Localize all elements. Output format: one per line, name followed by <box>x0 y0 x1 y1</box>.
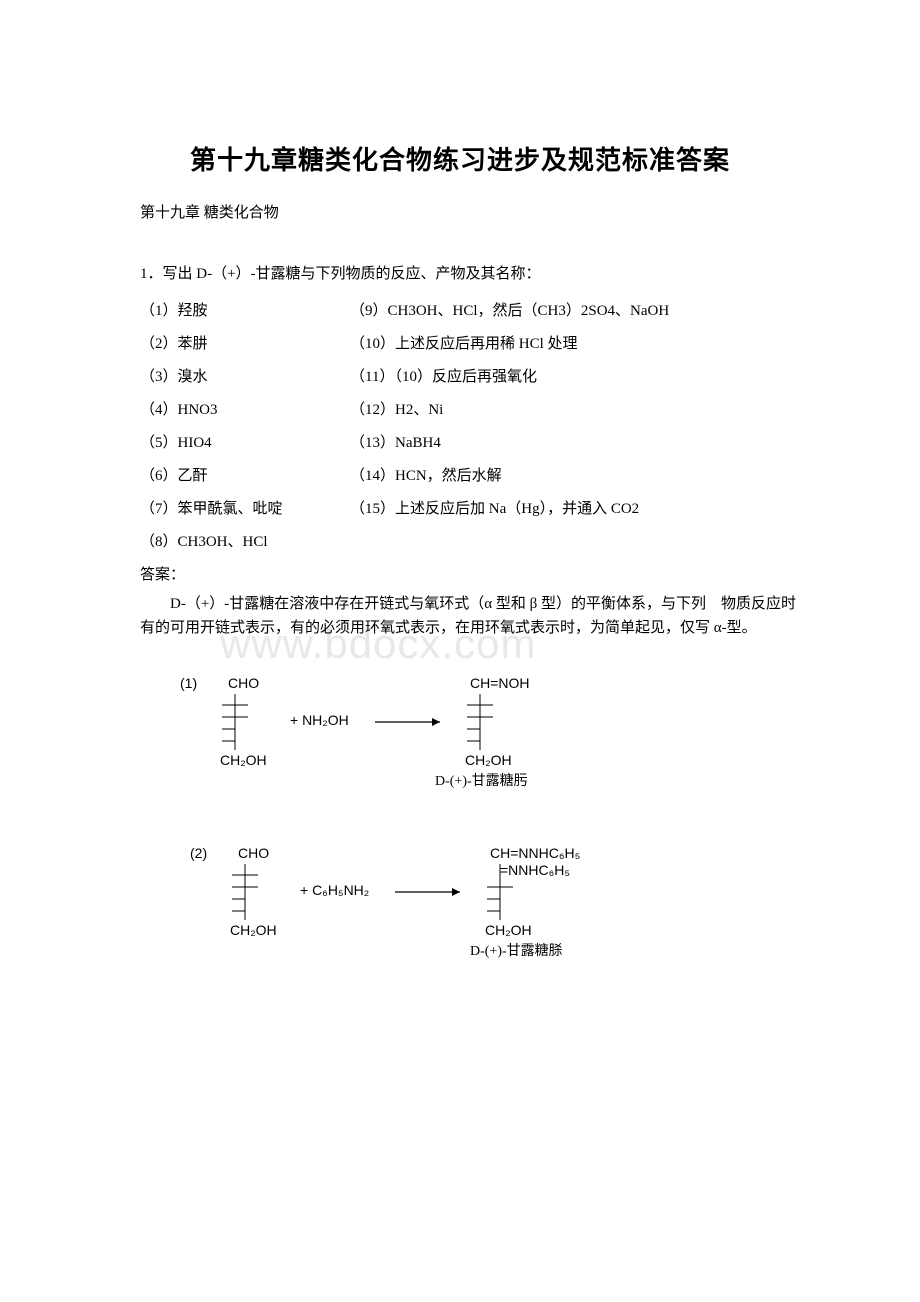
d2-left-top: CHO <box>238 845 269 861</box>
question-list: （1）羟胺 （9）CH3OH、HCl，然后（CH3）2SO4、NaOH （2）苯… <box>140 299 820 551</box>
q-row: （3）溴水 （11）（10）反应后再强氧化 <box>140 365 820 386</box>
d1-right-top: CH=NOH <box>470 675 530 691</box>
d2-reagent: + C₆H₅NH₂ <box>300 882 369 898</box>
question-intro: 1．写出 D-（+）-甘露糖与下列物质的反应、产物及其名称： <box>140 262 820 283</box>
q-row: （4）HNO3 （12）H2、Ni <box>140 398 820 419</box>
d1-left-top: CHO <box>228 675 259 691</box>
q-item-15: （15）上述反应后加 Na（Hg），并通入 CO2 <box>350 497 820 518</box>
reaction-diagram-2: (2) CHO CH₂OH + C₆H₅NH₂ CH=NNHC₆H₅ =NNHC… <box>180 840 820 975</box>
q-row: （1）羟胺 （9）CH3OH、HCl，然后（CH3）2SO4、NaOH <box>140 299 820 320</box>
d2-left-bottom: CH₂OH <box>230 922 277 938</box>
q-item-9: （9）CH3OH、HCl，然后（CH3）2SO4、NaOH <box>350 299 820 320</box>
q-item-4: （4）HNO3 <box>140 398 350 419</box>
chapter-subtitle: 第十九章 糖类化合物 <box>140 201 820 222</box>
q-item-11: （11）（10）反应后再强氧化 <box>350 365 820 386</box>
d2-right-line2: =NNHC₆H₅ <box>500 862 570 878</box>
q-item-12: （12）H2、Ni <box>350 398 820 419</box>
d2-right-top: CH=NNHC₆H₅ <box>490 845 580 861</box>
q-row: （8）CH3OH、HCl <box>140 530 820 551</box>
q-item-6: （6）乙酐 <box>140 464 350 485</box>
d2-right-bottom: CH₂OH <box>485 922 532 938</box>
d2-label: (2) <box>190 845 207 861</box>
reaction-diagram-1: (1) CHO CH₂OH + NH₂OH CH=NOH C <box>180 670 820 800</box>
q-row: （7）笨甲酰氯、吡啶 （15）上述反应后加 Na（Hg），并通入 CO2 <box>140 497 820 518</box>
q-row: （5）HIO4 （13）NaBH4 <box>140 431 820 452</box>
q-item-3: （3）溴水 <box>140 365 350 386</box>
q-item-2: （2）苯肼 <box>140 332 350 353</box>
q-item-7: （7）笨甲酰氯、吡啶 <box>140 497 350 518</box>
q-item-empty <box>350 530 820 551</box>
d1-label: (1) <box>180 675 197 691</box>
q-item-5: （5）HIO4 <box>140 431 350 452</box>
chemical-diagrams: (1) CHO CH₂OH + NH₂OH CH=NOH C <box>180 670 820 975</box>
d1-reagent: + NH₂OH <box>290 712 349 728</box>
q-item-8: （8）CH3OH、HCl <box>140 530 350 551</box>
q-row: （6）乙酐 （14）HCN，然后水解 <box>140 464 820 485</box>
d1-left-bottom: CH₂OH <box>220 752 267 768</box>
answer-body: D-（+）-甘露糖在溶液中存在开链式与氧环式（α 型和 β 型）的平衡体系，与下… <box>140 592 800 640</box>
q-item-13: （13）NaBH4 <box>350 431 820 452</box>
d2-product-name: D-(+)-甘露糖脎 <box>470 943 563 959</box>
d1-right-bottom: CH₂OH <box>465 752 512 768</box>
page-title: 第十九章糖类化合物练习进步及规范标准答案 <box>100 140 820 177</box>
answer-label: 答案： <box>140 563 820 584</box>
d1-product-name: D-(+)-甘露糖肟 <box>435 773 528 789</box>
q-item-10: （10）上述反应后再用稀 HCl 处理 <box>350 332 820 353</box>
q-item-1: （1）羟胺 <box>140 299 350 320</box>
q-item-14: （14）HCN，然后水解 <box>350 464 820 485</box>
q-row: （2）苯肼 （10）上述反应后再用稀 HCl 处理 <box>140 332 820 353</box>
